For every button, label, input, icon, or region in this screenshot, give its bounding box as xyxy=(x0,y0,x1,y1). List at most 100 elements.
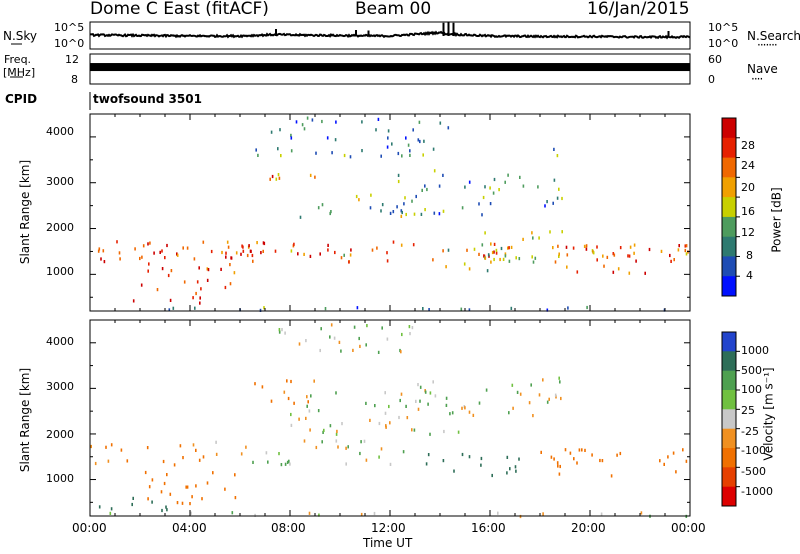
power-cell xyxy=(168,308,171,312)
power-cell xyxy=(558,252,560,256)
power-cell xyxy=(250,249,252,253)
velocity-cell xyxy=(427,453,430,457)
power-cell xyxy=(198,266,200,270)
velocity-cell xyxy=(148,485,151,489)
velocity-cell xyxy=(181,501,184,505)
noise-right-tick-low: 10^0 xyxy=(708,37,739,50)
velocity-cell xyxy=(373,511,376,516)
power-cell xyxy=(412,243,415,247)
power-cell xyxy=(507,246,509,250)
power-cell xyxy=(290,136,293,140)
power-cell xyxy=(326,136,329,140)
power-cell xyxy=(684,244,687,248)
velocity-cell xyxy=(451,411,454,415)
velocity-cell xyxy=(195,448,197,452)
velocity-cell xyxy=(381,326,383,330)
power-cell xyxy=(493,242,496,246)
power-cell xyxy=(260,251,262,255)
nsearch-dots: ······· xyxy=(757,38,778,52)
power-cell xyxy=(669,253,671,258)
velocity-cell xyxy=(98,505,101,509)
velocity-cell xyxy=(353,325,356,329)
velocity-cell xyxy=(400,350,402,354)
power-cell xyxy=(182,246,184,250)
power-colorbar-tick: 24 xyxy=(741,159,755,172)
power-cell xyxy=(532,236,534,240)
power-cell xyxy=(553,147,555,151)
velocity-cell xyxy=(409,332,411,336)
velocity-cell xyxy=(378,455,380,459)
velocity-cell xyxy=(303,439,306,443)
velocity-cell xyxy=(453,469,455,473)
power-cell xyxy=(199,301,201,305)
nave-tick-low: 0 xyxy=(708,73,715,86)
power-cell xyxy=(321,203,324,207)
velocity-cell xyxy=(530,383,532,387)
power-cell xyxy=(140,283,143,287)
power-cell xyxy=(612,270,615,274)
velocity-cell xyxy=(305,339,307,343)
power-cell xyxy=(484,185,486,189)
power-cell xyxy=(426,187,428,192)
power-cell xyxy=(420,212,423,216)
velocity-cell xyxy=(288,459,290,463)
velocity-cell xyxy=(402,450,405,454)
velocity-cell xyxy=(384,411,387,415)
power-cell xyxy=(447,248,450,252)
power-cell xyxy=(432,147,435,151)
velocity-colorbar-frame xyxy=(721,331,737,507)
velocity-cell xyxy=(667,455,669,459)
power-cell xyxy=(583,244,586,248)
power-cell xyxy=(290,149,293,153)
velocity-colorbar-swatch xyxy=(722,409,736,430)
power-cell xyxy=(118,251,121,255)
velocity-cell xyxy=(359,344,361,348)
nsky-spike xyxy=(452,22,455,36)
power-cell xyxy=(519,175,521,179)
power-cell xyxy=(343,253,345,257)
velocity-cell xyxy=(443,429,445,434)
velocity-cell xyxy=(283,390,286,394)
power-cell xyxy=(461,206,464,210)
cpid-label: CPID xyxy=(5,92,38,106)
power-cell xyxy=(317,206,320,210)
time-tick: 00:00 xyxy=(72,521,107,535)
power-cell xyxy=(491,250,494,255)
power-colorbar-frame xyxy=(721,117,737,297)
power-cell xyxy=(375,128,377,132)
velocity-colorbar-tick: -500 xyxy=(741,465,766,478)
power-cell xyxy=(401,210,403,215)
velocity-cell xyxy=(182,456,184,460)
power-cell xyxy=(229,282,232,286)
power-cell xyxy=(270,130,273,134)
velocity-cell xyxy=(411,428,413,432)
power-cell xyxy=(596,245,598,249)
velocity-cell xyxy=(189,502,191,506)
power-cell xyxy=(355,194,358,199)
power-cell xyxy=(210,249,213,254)
power-cell xyxy=(156,288,159,292)
power-cell xyxy=(314,175,316,179)
power-colorbar-tick: 12 xyxy=(741,226,755,239)
power-cell xyxy=(552,246,554,250)
power-cell xyxy=(484,256,487,260)
velocity-colorbar-swatch xyxy=(722,390,736,410)
power-cell xyxy=(438,212,441,216)
velocity-cell xyxy=(278,328,281,332)
velocity-cell xyxy=(163,481,166,486)
velocity-cell xyxy=(289,462,291,466)
power-colorbar-tick: 16 xyxy=(741,205,755,218)
power-cell xyxy=(493,257,495,262)
power-cell xyxy=(510,306,513,310)
velocity-cell xyxy=(509,467,511,471)
power-cell xyxy=(554,260,557,264)
power-cell xyxy=(252,259,254,263)
power-cell xyxy=(403,202,405,206)
power-cell xyxy=(466,248,468,252)
power-cell xyxy=(489,202,492,206)
velocity-cell xyxy=(599,458,601,463)
velocity-cell xyxy=(591,453,593,457)
power-cell xyxy=(507,173,509,177)
power-cell xyxy=(424,184,426,188)
power-cell xyxy=(167,273,170,278)
